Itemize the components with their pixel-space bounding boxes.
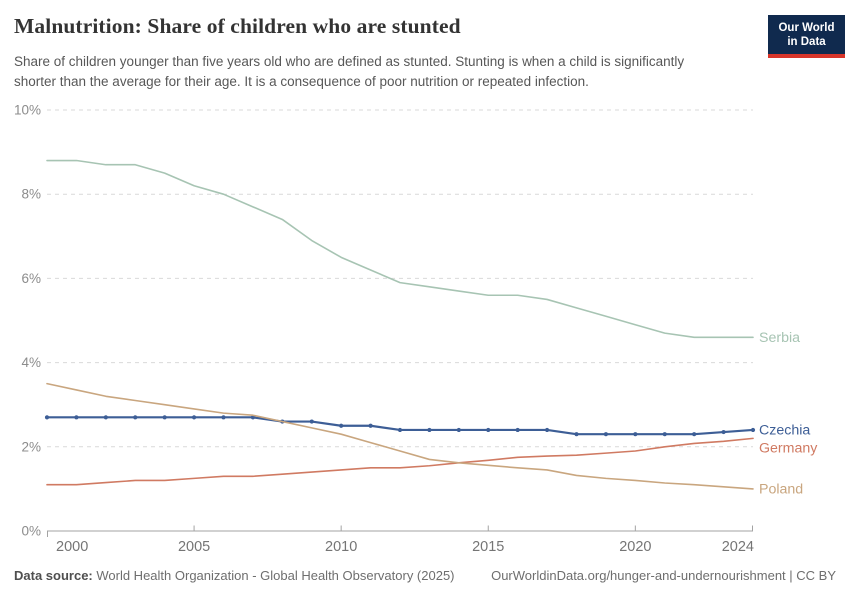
- chart-subtitle: Share of children younger than five year…: [14, 52, 774, 92]
- series-marker-czechia: [339, 423, 344, 428]
- series-marker-czechia: [544, 427, 550, 433]
- series-marker-czechia: [191, 415, 197, 420]
- series-marker-czechia: [721, 429, 726, 435]
- x-tick-label: 2015: [472, 539, 504, 555]
- x-tick-label: 2024: [722, 539, 754, 555]
- series-marker-czechia: [309, 419, 314, 424]
- series-marker-czechia: [750, 427, 756, 433]
- series-end-label-serbia[interactable]: Serbia: [759, 330, 800, 346]
- owid-logo-line2: in Data: [787, 36, 826, 48]
- series-line-serbia[interactable]: [46, 159, 754, 339]
- x-tick-label: 2020: [619, 539, 651, 555]
- series-end-label-germany[interactable]: Germany: [759, 440, 818, 456]
- page-title: Malnutrition: Share of children who are …: [14, 14, 461, 38]
- series-marker-czechia: [368, 423, 373, 428]
- y-tick-label: 6%: [21, 271, 41, 286]
- series-line-poland[interactable]: [46, 382, 754, 490]
- chart-footer: Data source: World Health Organization -…: [14, 568, 836, 583]
- series-marker-czechia: [221, 415, 226, 420]
- series-marker-czechia: [397, 427, 403, 433]
- chart-subtitle-line1: Share of children younger than five year…: [14, 54, 685, 69]
- series-marker-czechia: [574, 432, 579, 437]
- x-tick-label: 2000: [56, 539, 88, 555]
- owid-logo[interactable]: Our World in Data: [768, 15, 845, 58]
- series-line-germany[interactable]: [46, 437, 754, 486]
- series-marker-czechia: [162, 415, 167, 420]
- series-marker-czechia: [662, 432, 667, 437]
- y-tick-label: 2%: [21, 439, 41, 454]
- y-tick-label: 4%: [21, 355, 41, 370]
- x-tick-label: 2005: [178, 539, 210, 555]
- series-marker-czechia: [44, 415, 50, 420]
- y-tick-label: 10%: [14, 103, 41, 118]
- series-marker-czechia: [74, 415, 79, 420]
- y-tick-label: 8%: [21, 187, 41, 202]
- series-marker-czechia: [456, 427, 461, 433]
- series-marker-czechia: [692, 432, 697, 437]
- y-tick-label: 0%: [21, 524, 41, 539]
- x-tick-label: 2010: [325, 539, 357, 555]
- series-end-label-czechia[interactable]: Czechia: [759, 422, 810, 438]
- series-marker-czechia: [486, 427, 491, 433]
- data-source: Data source: World Health Organization -…: [14, 568, 455, 583]
- series-marker-czechia: [133, 415, 138, 420]
- series-marker-czechia: [250, 415, 256, 420]
- owid-logo-line1: Our World: [778, 22, 835, 34]
- data-source-label: Data source:: [14, 568, 93, 583]
- series-marker-czechia: [427, 427, 432, 433]
- owid-url: OurWorldinData.org/hunger-and-undernouri…: [491, 568, 836, 583]
- chart-subtitle-line2: shorter than the average for their age. …: [14, 74, 589, 89]
- series-marker-czechia: [603, 432, 609, 437]
- series-marker-czechia: [103, 415, 108, 420]
- data-source-text: World Health Organization - Global Healt…: [92, 568, 455, 583]
- series-marker-czechia: [633, 432, 638, 437]
- series-marker-czechia: [515, 427, 520, 433]
- series-end-label-poland[interactable]: Poland: [759, 481, 803, 497]
